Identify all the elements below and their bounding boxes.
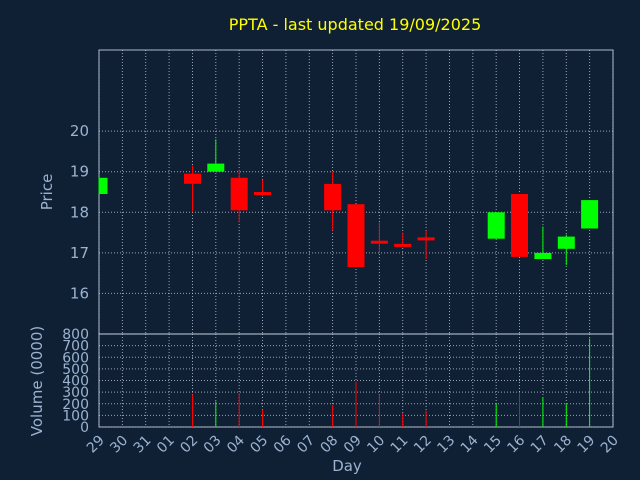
- x-tick-label: 07: [294, 433, 318, 457]
- candle-body: [394, 243, 412, 247]
- chart-title: PPTA - last updated 19/09/2025: [229, 15, 482, 34]
- candle-body: [184, 173, 201, 184]
- candle-body: [207, 163, 225, 172]
- price-tick-labels: 16 17 18 19 20: [70, 122, 89, 302]
- candle-body: [99, 177, 108, 194]
- x-tick-label: 13: [434, 433, 458, 457]
- candle-body: [347, 204, 365, 268]
- volume-tick-label: 0: [80, 420, 89, 436]
- candlesticks: [98, 139, 599, 268]
- volume-axis-label: Volume (0000): [28, 326, 46, 436]
- candle-body: [324, 183, 342, 211]
- volume-tick-label: 300: [62, 385, 89, 401]
- price-axis-label: Price: [38, 174, 56, 211]
- x-tick-label: 18: [551, 433, 575, 457]
- volume-tick-label: 700: [62, 339, 89, 355]
- x-tick-label: 11: [388, 433, 412, 457]
- x-tick-label: 29: [84, 433, 108, 457]
- x-tick-label: 08: [318, 433, 342, 457]
- x-tick-label: 19: [575, 433, 599, 457]
- x-tick-label: 02: [177, 433, 201, 457]
- x-tick-labels: 29 30 31 01 02 03 04 05 06 07 08 09 10 11 12 13 14 15 16 17…: [84, 432, 622, 456]
- price-tick-label: 17: [70, 244, 89, 262]
- candle-body: [370, 240, 388, 244]
- x-tick-label: 04: [224, 432, 248, 456]
- candle-body: [511, 194, 528, 257]
- x-tick-label: 09: [341, 433, 365, 457]
- x-tick-label: 17: [528, 433, 552, 457]
- volume-tick-label: 500: [62, 362, 89, 378]
- volume-tick-label: 600: [62, 350, 89, 366]
- candle-body: [417, 237, 435, 241]
- volume-tick-label: 800: [62, 327, 89, 343]
- x-axis-label: Day: [332, 457, 362, 475]
- price-tick-label: 19: [70, 163, 89, 181]
- candle-body: [557, 236, 575, 249]
- x-tick-label: 16: [504, 432, 528, 456]
- candle-body: [581, 200, 599, 229]
- candle-body: [230, 177, 248, 211]
- volume-gridlines: [98, 333, 614, 428]
- candle-body: [534, 252, 552, 259]
- x-tick-label: 12: [411, 433, 435, 457]
- x-tick-label: 20: [598, 433, 622, 457]
- candle-body: [487, 212, 505, 239]
- volume-bars: [192, 338, 591, 427]
- volume-tick-label: 200: [62, 397, 89, 413]
- price-tick-label: 16: [70, 284, 89, 302]
- x-tick-label: 01: [154, 433, 178, 457]
- volume-tick-label: 100: [62, 408, 89, 424]
- price-tick-label: 20: [70, 122, 89, 140]
- x-tick-label: 14: [458, 432, 482, 456]
- volume-tick-label: 400: [62, 374, 89, 390]
- candle-body: [254, 192, 271, 195]
- x-tick-label: 10: [364, 433, 388, 457]
- x-tick-label: 03: [201, 433, 225, 457]
- price-tick-label: 18: [70, 203, 89, 221]
- x-tick-label: 30: [107, 433, 131, 457]
- price-gridlines: [98, 50, 614, 334]
- x-tick-label: 31: [131, 433, 155, 457]
- x-tick-label: 06: [271, 432, 295, 456]
- x-tick-label: 05: [247, 433, 271, 457]
- x-tick-label: 15: [481, 433, 505, 457]
